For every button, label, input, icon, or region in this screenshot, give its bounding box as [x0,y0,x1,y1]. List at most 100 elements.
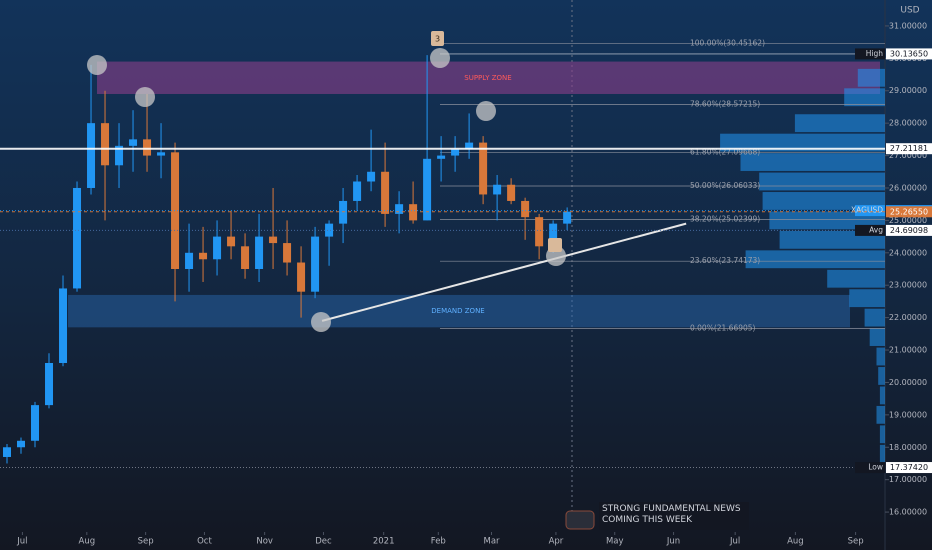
y-tick-label: 31.00000 [889,21,927,30]
candle-body [521,200,530,218]
volume-profile-bar [879,425,885,444]
candle-body [409,204,418,221]
price-name: Avg [869,225,883,234]
y-tick-label: 21.00000 [889,346,927,355]
volume-profile-bar [849,289,885,308]
candle-body [185,252,194,270]
candle-body [45,362,54,406]
candle-body [493,184,502,195]
y-tick-label: 20.00000 [889,378,927,387]
x-tick-label: Apr [549,537,564,547]
candle-body [269,236,278,244]
candle-body [395,204,404,214]
y-tick-label: 19.00000 [889,410,927,419]
trendline [321,222,687,322]
candle-body [297,262,306,292]
candle-body [507,184,516,201]
candle-body [563,211,572,224]
y-tick-label: 18.00000 [889,443,927,452]
y-tick-label: 25.00000 [889,216,927,225]
event-flag [548,238,562,252]
y-tick-label: 17.00000 [889,475,927,484]
candle-body [59,288,68,363]
volume-profile-bar [879,444,885,463]
volume-profile-bar [876,405,885,424]
volume-profile-bar [876,347,885,366]
y-tick-label: 27.00000 [889,151,927,160]
price-name-box [855,224,885,236]
candle-body [381,171,390,214]
price-value: 17.37420 [890,463,928,472]
candle-body [339,200,348,224]
volume-profile-bar [878,367,885,385]
price-value: 24.69098 [890,226,928,235]
candle-body [31,405,40,441]
news-icon [565,510,595,530]
candle-body [199,252,208,260]
x-tick-label: Aug [79,537,96,547]
volume-profile-bar [844,88,885,107]
candle-body [549,223,558,247]
price-name-box [855,462,885,474]
price-box [886,224,932,236]
volume-profile-bar [762,192,885,210]
volume-profile-bar [745,250,885,269]
x-tick-label: Jul [729,537,740,547]
supply_zone-label: SUPPLY ZONE [464,74,511,82]
candle-body [255,236,264,270]
candle-body [171,152,180,270]
candle-body [451,149,460,156]
x-tick-label: Jul [16,537,27,547]
note-box [599,502,749,530]
fib-label: 38.20%(25.02399) [690,215,760,224]
x-tick-label: Dec [315,537,332,547]
candle-body [157,152,166,156]
fib-label: 78.60%(28.57215) [690,100,760,109]
candle-body [101,123,110,166]
x-tick-label: Mar [483,537,500,547]
volume-profile-bar [857,68,885,87]
candle-body [3,447,12,457]
x-tick-label: Aug [787,537,804,547]
y-tick-label: 29.00000 [889,86,927,95]
candle-body [367,171,376,182]
fib-label: 61.80%(27.09668) [690,147,760,156]
candle-body [311,236,320,292]
candle-body [73,187,82,289]
x-tick-label: May [606,537,624,547]
y-tick-label: 28.00000 [889,119,927,128]
candle-body [423,158,432,221]
candle-body [115,145,124,166]
x-tick-label: Sep [848,537,864,547]
price-value: 30.13650 [890,49,928,58]
demand_zone [68,294,850,328]
candle-body [465,142,474,150]
volume-profile-bar [869,328,885,346]
x-tick-label: Oct [197,537,212,547]
event-flag-label: 3 [435,35,440,44]
x-tick-label: Nov [256,537,273,547]
x-tick-label: Feb [431,537,446,547]
price-name: Low [868,463,883,472]
volume-profile-bar [864,308,885,327]
price-name: High [866,49,883,58]
y-tick-label: 22.00000 [889,313,927,322]
volume-profile-bar [827,269,885,288]
candle-body [437,155,446,159]
candle-body [213,236,222,260]
candle-body [17,440,26,448]
y-tick-label: 23.00000 [889,281,927,290]
volume-profile-bar [720,133,885,152]
fib-label: 50.00%(26.06033) [690,181,760,190]
price-name-box [855,48,885,60]
x-tick-label: Sep [138,537,154,547]
volume-profile-bar [794,114,885,133]
price-value: 27.21181 [890,144,928,153]
x-tick-label: 2021 [373,537,395,547]
candle-body [325,223,334,237]
candle-body [535,217,544,247]
volume-profile-bar [759,172,885,191]
fib-label: 23.60%(23.74173) [690,256,760,265]
price-box [886,143,932,155]
